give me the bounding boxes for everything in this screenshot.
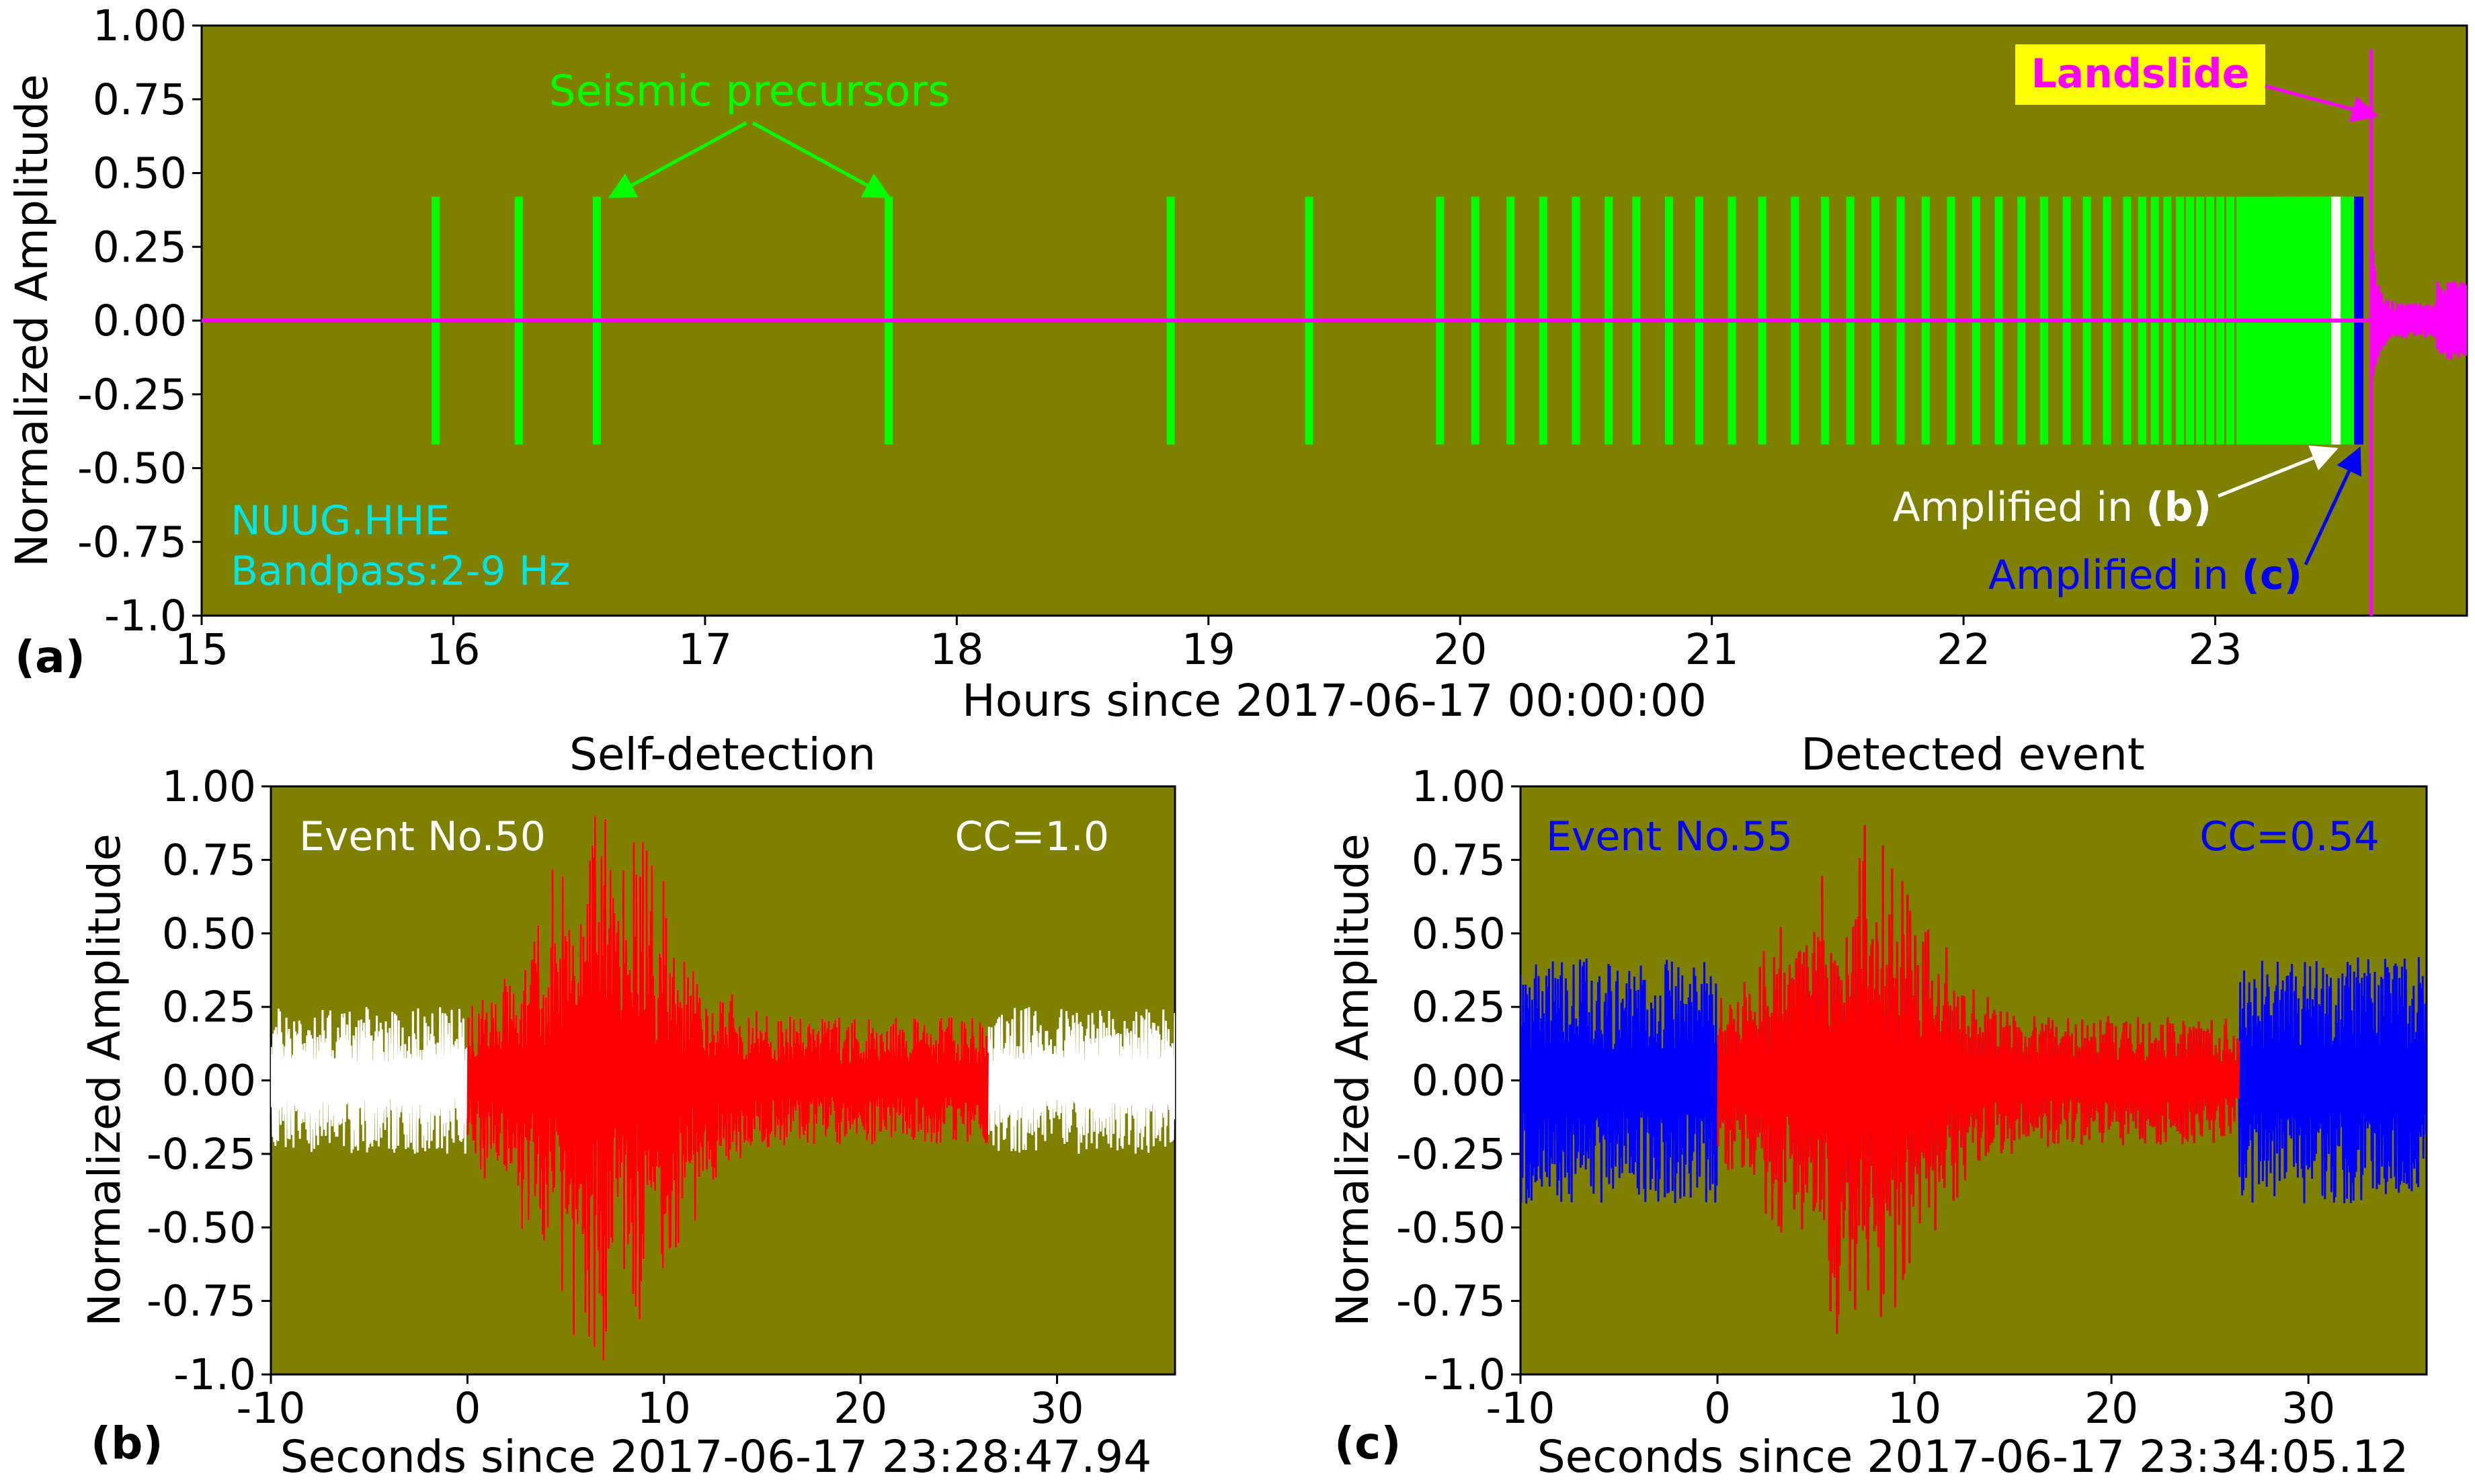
precursors-annotation: Seismic precursors — [549, 67, 950, 116]
panel-c-event-label: Event No.55 — [1546, 813, 1793, 860]
panel-b-ytick-label: -0.50 — [147, 1203, 256, 1252]
panel-c-xtick-label: 20 — [2084, 1384, 2138, 1433]
precursors-arrow-right — [752, 121, 891, 199]
panel-c-ytick-label: -0.50 — [1396, 1203, 1506, 1252]
precursors-arrow-left — [608, 121, 747, 199]
panel-c-cc-label: CC=0.54 — [2199, 813, 2380, 860]
panel-a-xtick-label: 22 — [1937, 625, 1990, 674]
panel-b-xtick-label: 20 — [834, 1384, 887, 1433]
panel-b-ytick-label: -0.25 — [147, 1130, 256, 1179]
panel-c-title: Detected event — [1801, 729, 2145, 780]
landslide-arrow — [2265, 84, 2379, 123]
panel-b-xtick-label: -10 — [237, 1384, 306, 1433]
amplified-c-ref: (c) — [2242, 552, 2302, 599]
panel-b-ylabel: Normalized Amplitude — [79, 833, 130, 1326]
panel-b-ytick-label: 0.00 — [162, 1057, 256, 1106]
amplified-b-ref: (b) — [2146, 484, 2212, 531]
panel-c-ytick-label: -1.0 — [1423, 1350, 1506, 1399]
panel-c-xtick-label: -10 — [1486, 1384, 1555, 1433]
panel-c-ytick-label: 0.75 — [1412, 835, 1506, 884]
panel-b-cc-label: CC=1.0 — [955, 813, 1109, 860]
panel-a-xtick-label: 17 — [678, 625, 732, 674]
panel-a-xtick-label: 19 — [1182, 625, 1235, 674]
panel-a-ytick-label: -0.50 — [77, 444, 187, 493]
amplified-c-label: Amplified in (c) — [1988, 552, 2302, 599]
amplified-b-prefix: Amplified in — [1893, 484, 2146, 531]
panel-a-ytick-label: -0.25 — [77, 370, 187, 419]
panel-b-template-trace — [466, 815, 989, 1361]
landslide-annotation: Landslide — [2031, 50, 2250, 97]
panel-c-xtick-label: 0 — [1704, 1384, 1731, 1433]
panel-b-event-label: Event No.50 — [299, 813, 546, 860]
panel-c-xtick-label: 30 — [2281, 1384, 2335, 1433]
amplified-b-arrow — [2218, 445, 2339, 498]
panel-a-ytick-label: 0.75 — [93, 75, 187, 124]
panel-b-self-detection: -10 0 10 20 30 1.00 0.75 0.50 0.25 0.00 -0.25 -0.50… — [79, 729, 1176, 1483]
panel-a-ytick-label: 0.00 — [93, 296, 187, 345]
panel-c-letter: (c) — [1334, 1417, 1401, 1469]
panel-b-ytick-label: 0.25 — [162, 983, 256, 1032]
panel-a-xtick-label: 15 — [175, 625, 229, 674]
panel-b-ytick-label: -1.0 — [173, 1350, 256, 1399]
panel-a-ytick-label: -0.75 — [77, 518, 187, 567]
panel-a-ytick-label: -1.0 — [104, 591, 187, 641]
panel-b-letter: (b) — [91, 1417, 163, 1469]
panel-b-title: Self-detection — [569, 729, 876, 780]
panel-a-ytick-label: 1.00 — [93, 1, 187, 50]
panel-b-ytick-label: 0.75 — [162, 835, 256, 884]
panel-b-xtick-label: 10 — [637, 1384, 691, 1433]
amplified-b-label: Amplified in (b) — [1893, 484, 2212, 531]
panel-a-letter: (a) — [15, 631, 85, 683]
amplified-c-prefix: Amplified in — [1988, 552, 2242, 599]
panel-b-xtick-label: 0 — [454, 1384, 481, 1433]
panel-c-xlabel: Seconds since 2017-06-17 23:34:05.12 — [1537, 1431, 2409, 1483]
panel-a-xtick-label: 18 — [930, 625, 983, 674]
panel-a-xtick-label: 16 — [426, 625, 480, 674]
bandpass-label: Bandpass:2-9 Hz — [231, 548, 570, 595]
panel-c-detected-event: -10 0 10 20 30 1.00 0.75 0.50 0.25 0.00 -0.25 -0.50… — [1327, 729, 2428, 1483]
panel-c-ytick-label: -0.25 — [1396, 1130, 1506, 1179]
panel-a-xtick-label: 23 — [2188, 625, 2242, 674]
landslide-waveform — [2369, 250, 2467, 383]
panel-c-template-trace — [1717, 825, 2240, 1334]
panel-c-ytick-label: -0.75 — [1396, 1277, 1506, 1326]
panel-c-xtick-label: 10 — [1888, 1384, 1941, 1433]
panel-a-xlabel: Hours since 2017-06-17 00:00:00 — [962, 675, 1707, 727]
panel-c-ytick-label: 0.50 — [1412, 909, 1506, 958]
station-label: NUUG.HHE — [231, 497, 450, 544]
panel-b-xtick-label: 30 — [1030, 1384, 1084, 1433]
panel-a-xtick-label: 21 — [1685, 625, 1739, 674]
panel-b-xlabel: Seconds since 2017-06-17 23:28:47.94 — [280, 1431, 1152, 1483]
panel-c-ylabel: Normalized Amplitude — [1327, 833, 1379, 1326]
panel-a-ytick-label: 0.50 — [93, 149, 187, 198]
amplified-c-arrow — [2304, 446, 2361, 566]
panel-c-ytick-label: 0.00 — [1412, 1057, 1506, 1106]
panel-a-xtick-label: 20 — [1433, 625, 1487, 674]
panel-b-ytick-label: 1.00 — [162, 762, 256, 811]
panel-c-ytick-label: 0.25 — [1412, 983, 1506, 1032]
panel-a-ytick-label: 0.25 — [93, 222, 187, 272]
panel-b-ytick-label: 0.50 — [162, 909, 256, 958]
panel-a-timeline: 15 16 17 18 19 20 21 22 23 1.00 0.75 0.50 0.25 0.00 -0… — [6, 1, 2468, 727]
panel-c-ytick-label: 1.00 — [1412, 762, 1506, 811]
panel-b-ytick-label: -0.75 — [147, 1277, 256, 1326]
panel-a-ylabel: Normalized Amplitude — [6, 74, 58, 567]
landslide-label-box — [2015, 44, 2265, 105]
